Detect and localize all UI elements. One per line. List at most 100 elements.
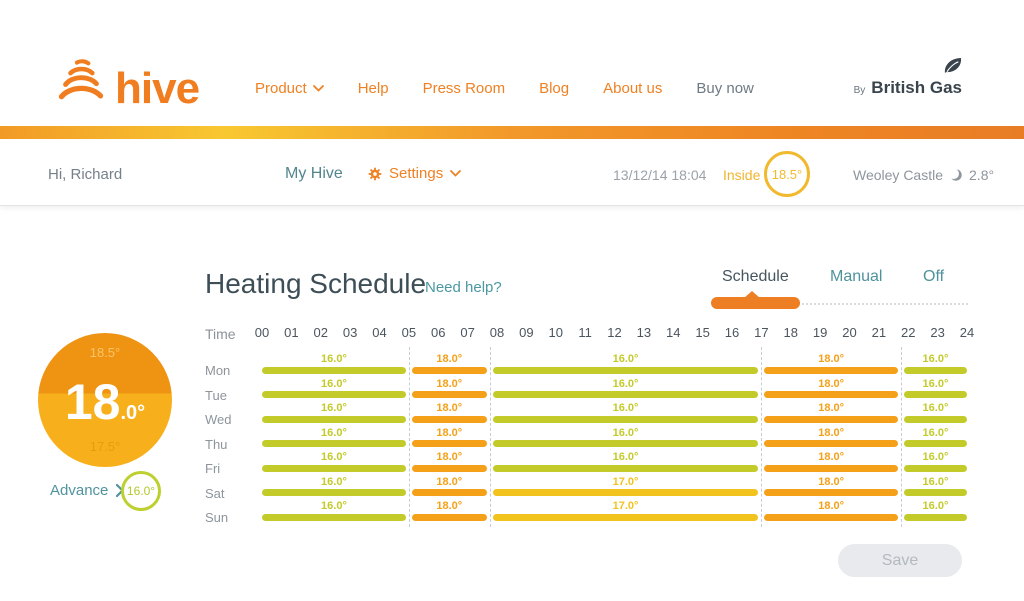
- segment-temp-label: 16.0°: [321, 426, 347, 439]
- schedule-segment[interactable]: [411, 391, 487, 398]
- schedule-segment[interactable]: [903, 440, 967, 447]
- my-hive-link[interactable]: My Hive: [285, 165, 343, 182]
- schedule-segment[interactable]: [492, 440, 759, 447]
- hive-logo[interactable]: hive: [55, 50, 200, 111]
- segment-temp-label: 16.0°: [612, 353, 639, 365]
- location-name: Weoley Castle: [853, 167, 944, 183]
- schedule-segment[interactable]: [262, 489, 406, 496]
- inside-temp-badge[interactable]: 18.5°: [764, 151, 810, 197]
- schedule-segment[interactable]: [903, 489, 967, 496]
- advance-link[interactable]: Advance: [50, 482, 125, 499]
- hour-label: 11: [578, 325, 592, 340]
- settings-menu[interactable]: Settings: [368, 165, 462, 182]
- segment-temp-label: 16.0°: [922, 475, 949, 488]
- segment-temp-label: 18.0°: [818, 377, 845, 390]
- hour-label: 12: [607, 325, 622, 340]
- save-button[interactable]: Save: [838, 544, 962, 577]
- nav-press-room[interactable]: Press Room: [422, 80, 506, 97]
- schedule-segment[interactable]: [764, 415, 898, 423]
- schedule-segment[interactable]: [411, 415, 487, 423]
- schedule-segment[interactable]: [492, 391, 759, 398]
- schedule-segment[interactable]: [903, 464, 967, 472]
- mode-tabs: Schedule Manual Off: [0, 268, 1024, 292]
- schedule-segment[interactable]: [903, 513, 967, 521]
- grid-divider: [900, 347, 902, 527]
- hour-label: 01: [284, 325, 299, 340]
- nav-blog[interactable]: Blog: [539, 80, 570, 97]
- schedule-segment[interactable]: [764, 513, 898, 521]
- schedule-segment[interactable]: [903, 415, 967, 423]
- schedule-segment[interactable]: [411, 440, 487, 447]
- schedule-segment[interactable]: [262, 464, 406, 472]
- inside-temp-value: 18.5°: [771, 166, 803, 182]
- segment-temp-label: 18.0°: [436, 353, 463, 365]
- nav-product[interactable]: Product: [255, 80, 324, 97]
- dial-high-temp: 18.5°: [89, 345, 121, 360]
- tab-indicator[interactable]: [711, 297, 800, 309]
- schedule-segment[interactable]: [492, 489, 759, 496]
- inside-label: Inside: [723, 167, 761, 183]
- thermostat-dial[interactable]: 18.5° 18 .0° 17.5°: [38, 333, 172, 467]
- schedule-segment[interactable]: [262, 366, 406, 374]
- segment-temp-label: 16.0°: [612, 377, 639, 390]
- grid-divider: [408, 347, 410, 527]
- schedule-segment[interactable]: [262, 513, 406, 521]
- segment-temp-label: 18.0°: [818, 500, 845, 512]
- schedule-segment[interactable]: [262, 415, 406, 423]
- schedule-segment[interactable]: [262, 391, 406, 398]
- grid-divider: [761, 347, 763, 527]
- nav-help[interactable]: Help: [357, 80, 389, 97]
- schedule-segment[interactable]: [262, 440, 406, 447]
- segment-temp-label: 16.0°: [922, 402, 949, 414]
- segment-temp-label: 16.0°: [922, 426, 949, 439]
- dial-current-temp: 18 .0°: [64, 374, 146, 430]
- segment-temp-label: 16.0°: [321, 451, 347, 463]
- schedule-segment[interactable]: [764, 489, 898, 496]
- nav-buy-now[interactable]: Buy now: [696, 80, 754, 97]
- need-help-link[interactable]: Need help?: [425, 279, 502, 296]
- schedule-segment[interactable]: [492, 513, 759, 521]
- schedule-segment[interactable]: [492, 366, 759, 374]
- schedule-segment[interactable]: [764, 366, 898, 374]
- schedule-segment[interactable]: [411, 366, 487, 374]
- hour-label: 18: [783, 325, 798, 340]
- tab-schedule[interactable]: Schedule: [722, 268, 789, 285]
- advance-temp-badge[interactable]: 16.0°: [121, 471, 161, 511]
- hour-label: 21: [871, 325, 887, 340]
- tab-manual[interactable]: Manual: [830, 268, 883, 285]
- main-nav: Product Help Press Room Blog About us Bu…: [255, 80, 754, 97]
- schedule-segment[interactable]: [411, 513, 487, 521]
- segment-temp-label: 18.0°: [818, 353, 845, 365]
- hour-label: 23: [930, 325, 945, 340]
- day-label: Wed: [205, 412, 232, 427]
- segment-temp-label: 16.0°: [321, 500, 347, 512]
- gear-icon: [368, 167, 382, 180]
- tab-off[interactable]: Off: [923, 268, 945, 285]
- nav-about-us[interactable]: About us: [603, 80, 663, 97]
- schedule-segment[interactable]: [411, 489, 487, 496]
- hour-label: 00: [254, 325, 270, 340]
- tab-indicator-notch: [744, 291, 760, 298]
- schedule-segment[interactable]: [764, 391, 898, 398]
- page-title: Heating Schedule: [205, 268, 427, 299]
- segment-temp-label: 18.0°: [436, 426, 463, 439]
- segment-temp-label: 16.0°: [922, 377, 949, 390]
- segment-temp-label: 18.0°: [436, 475, 463, 488]
- hour-label: 24: [959, 325, 975, 340]
- british-gas-leaf-icon: [942, 56, 964, 81]
- schedule-segment[interactable]: [764, 440, 898, 447]
- by-british-gas: By British Gas: [854, 78, 962, 98]
- outside-temp-value: 2.8°: [969, 167, 995, 183]
- schedule-segment[interactable]: [903, 391, 967, 398]
- schedule-segment[interactable]: [903, 366, 967, 374]
- segment-temp-label: 16.0°: [321, 402, 347, 414]
- schedule-segment[interactable]: [492, 464, 759, 472]
- schedule-segment[interactable]: [764, 464, 898, 472]
- segment-temp-label: 16.0°: [321, 475, 347, 488]
- hour-label: 08: [489, 325, 505, 340]
- hour-label: 05: [401, 325, 417, 340]
- schedule-segment[interactable]: [492, 415, 759, 423]
- british-gas-brand: British Gas: [871, 78, 962, 97]
- hour-label: 04: [372, 325, 387, 340]
- schedule-segment[interactable]: [411, 464, 487, 472]
